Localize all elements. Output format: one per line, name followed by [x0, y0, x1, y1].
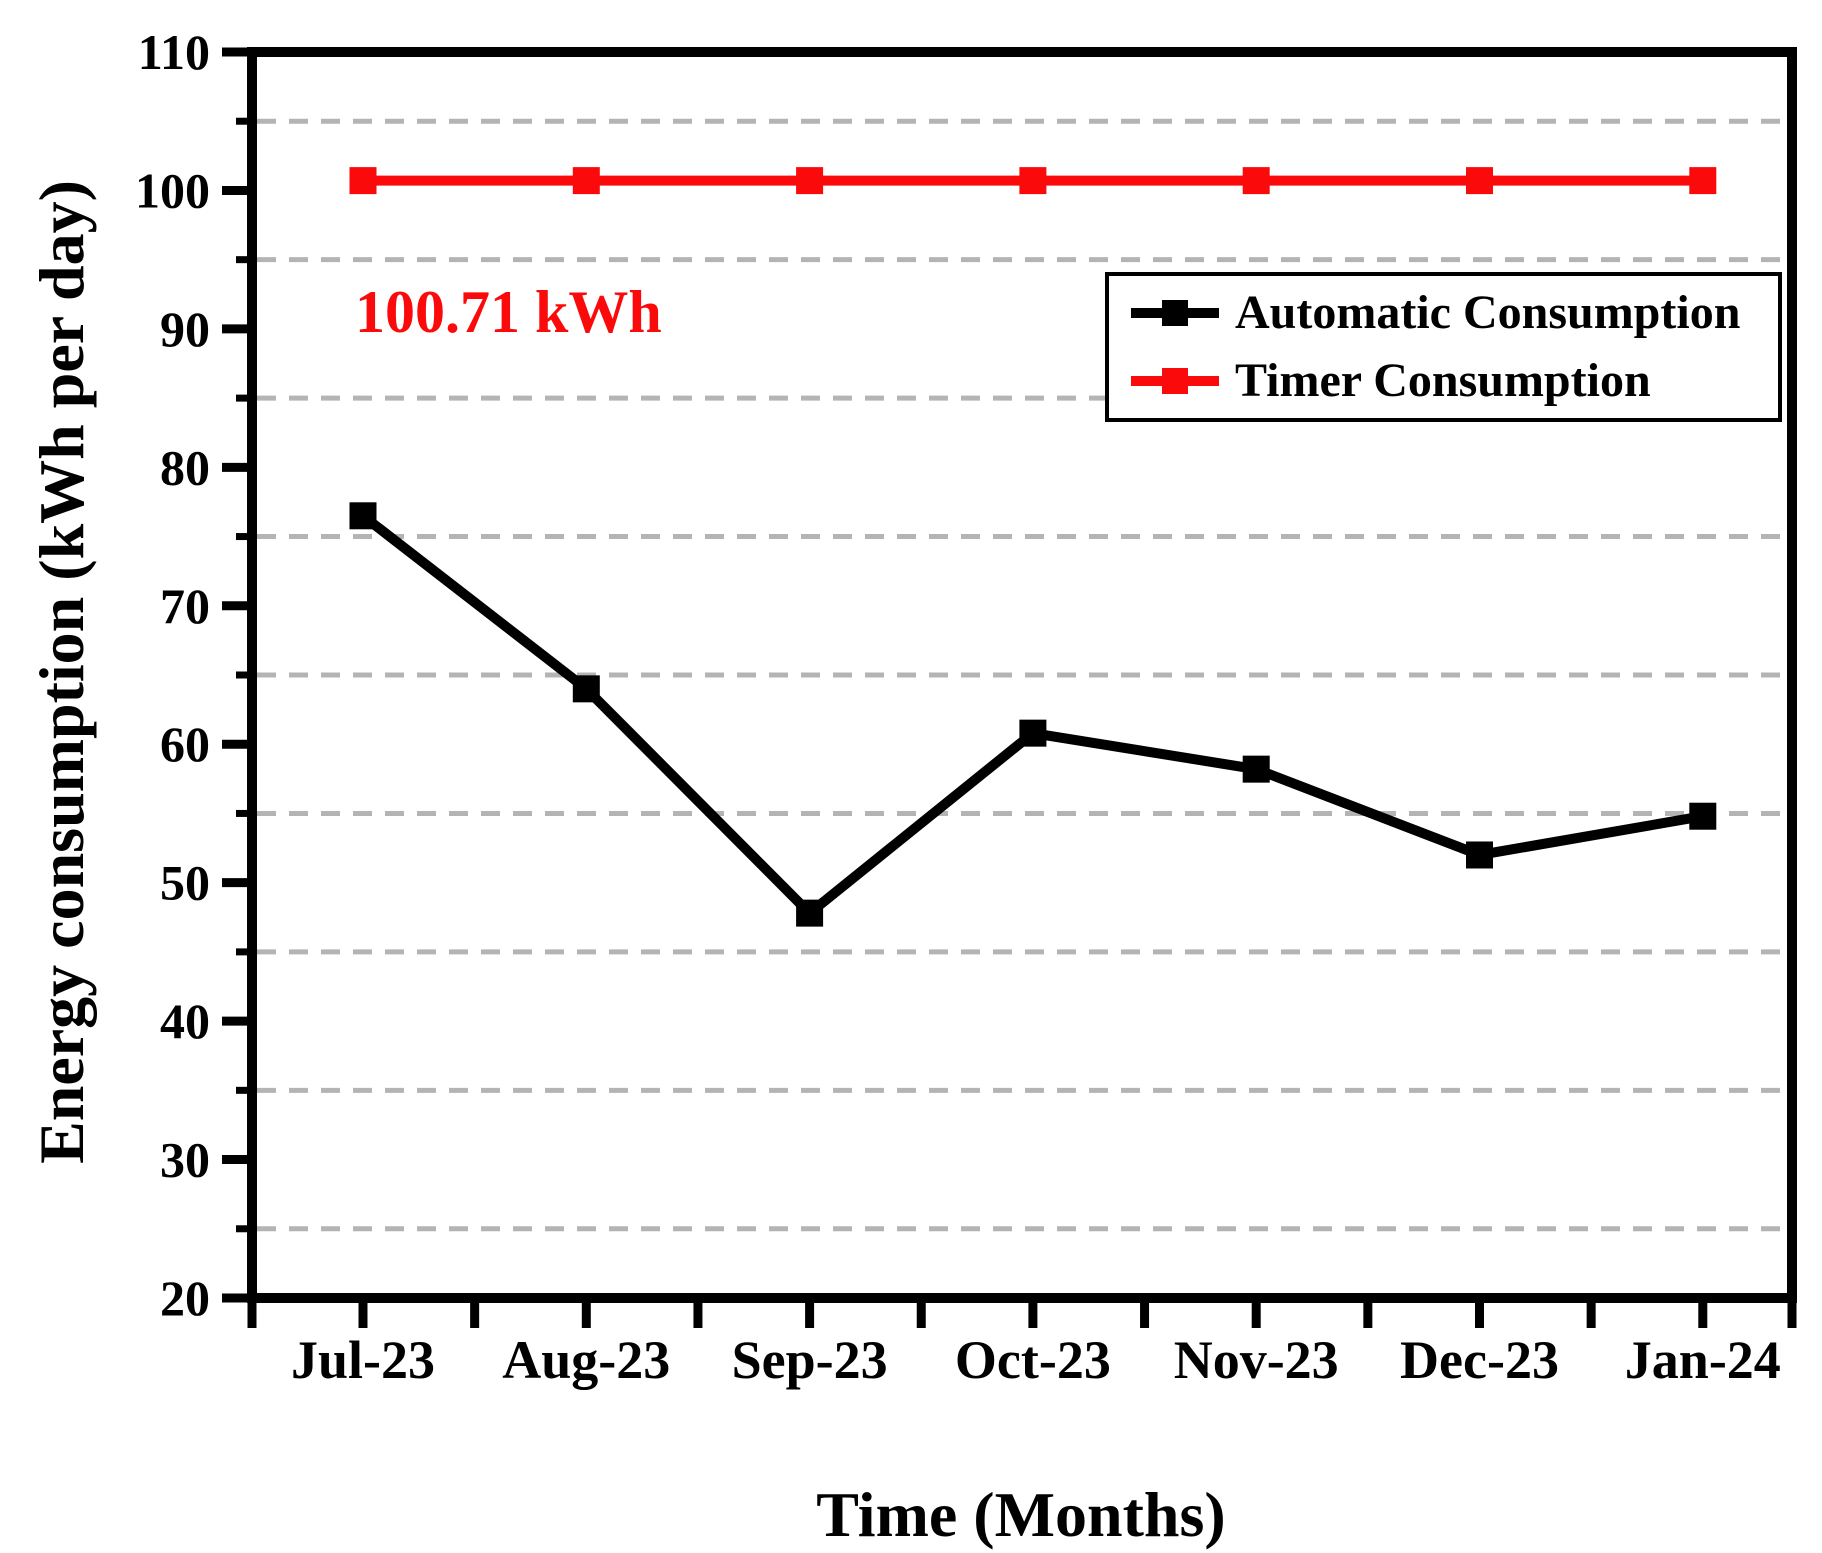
- legend-item-timer-consumption: Timer Consumption: [1131, 353, 1778, 409]
- data-point-marker: [1019, 719, 1047, 747]
- axes-frame: [247, 47, 1797, 1303]
- data-point-marker: [1466, 167, 1493, 195]
- legend-swatch-line-marker-icon: [1131, 368, 1219, 394]
- data-point-marker: [349, 502, 377, 530]
- x-axis-ticks: Jul-23 Aug-23 Sep-23 Oct-23 Nov-23 Dec-23 Jan-…: [247, 1301, 1797, 1390]
- data-point-marker: [796, 899, 824, 927]
- data-point-marker: [1689, 167, 1717, 195]
- data-point-marker: [572, 675, 600, 703]
- y-axis-title: Energy consumption (kWh per day): [26, 180, 97, 1164]
- y-tick-label: 40: [160, 993, 210, 1049]
- data-point-marker: [796, 167, 824, 195]
- data-point-marker: [349, 167, 377, 195]
- data-point-marker: [1019, 167, 1047, 195]
- x-tick-label: Aug-23: [502, 1330, 670, 1390]
- y-axis-ticks: 20 30 40 50 60 70 80 90 100 110: [135, 24, 249, 1326]
- data-point-marker: [1242, 755, 1270, 783]
- x-tick-label: Jul-23: [291, 1330, 435, 1390]
- legend: Automatic Consumption Timer Consumption: [1105, 272, 1782, 422]
- y-tick-label: 70: [160, 578, 210, 634]
- y-tick-label: 30: [160, 1132, 210, 1188]
- data-point-marker: [1689, 802, 1717, 830]
- series-automatic-consumption: [349, 502, 1717, 927]
- y-tick-label: 100: [135, 162, 210, 218]
- x-tick-label: Nov-23: [1174, 1330, 1339, 1390]
- legend-label: Timer Consumption: [1235, 354, 1651, 407]
- legend-swatch-line-marker-icon: [1131, 300, 1219, 326]
- timer-value-annotation: 100.71 kWh: [355, 279, 662, 345]
- y-tick-label: 50: [160, 855, 210, 911]
- x-tick-label: Sep-23: [732, 1330, 888, 1390]
- data-point-marker: [572, 167, 600, 195]
- x-tick-label: Oct-23: [955, 1330, 1111, 1390]
- data-point-marker: [1466, 841, 1493, 869]
- y-tick-label: 110: [138, 24, 210, 80]
- data-point-marker: [1242, 167, 1270, 195]
- y-tick-label: 60: [160, 716, 210, 772]
- y-tick-label: 80: [160, 439, 210, 495]
- x-tick-label: Jan-24: [1625, 1330, 1781, 1390]
- legend-label: Automatic Consumption: [1235, 286, 1741, 339]
- x-tick-label: Dec-23: [1400, 1330, 1559, 1390]
- x-axis-title: Time (Months): [816, 1479, 1226, 1550]
- y-tick-label: 90: [160, 301, 210, 357]
- series-timer-consumption: [349, 167, 1717, 195]
- legend-item-automatic-consumption: Automatic Consumption: [1131, 285, 1778, 341]
- y-tick-label: 20: [160, 1270, 210, 1326]
